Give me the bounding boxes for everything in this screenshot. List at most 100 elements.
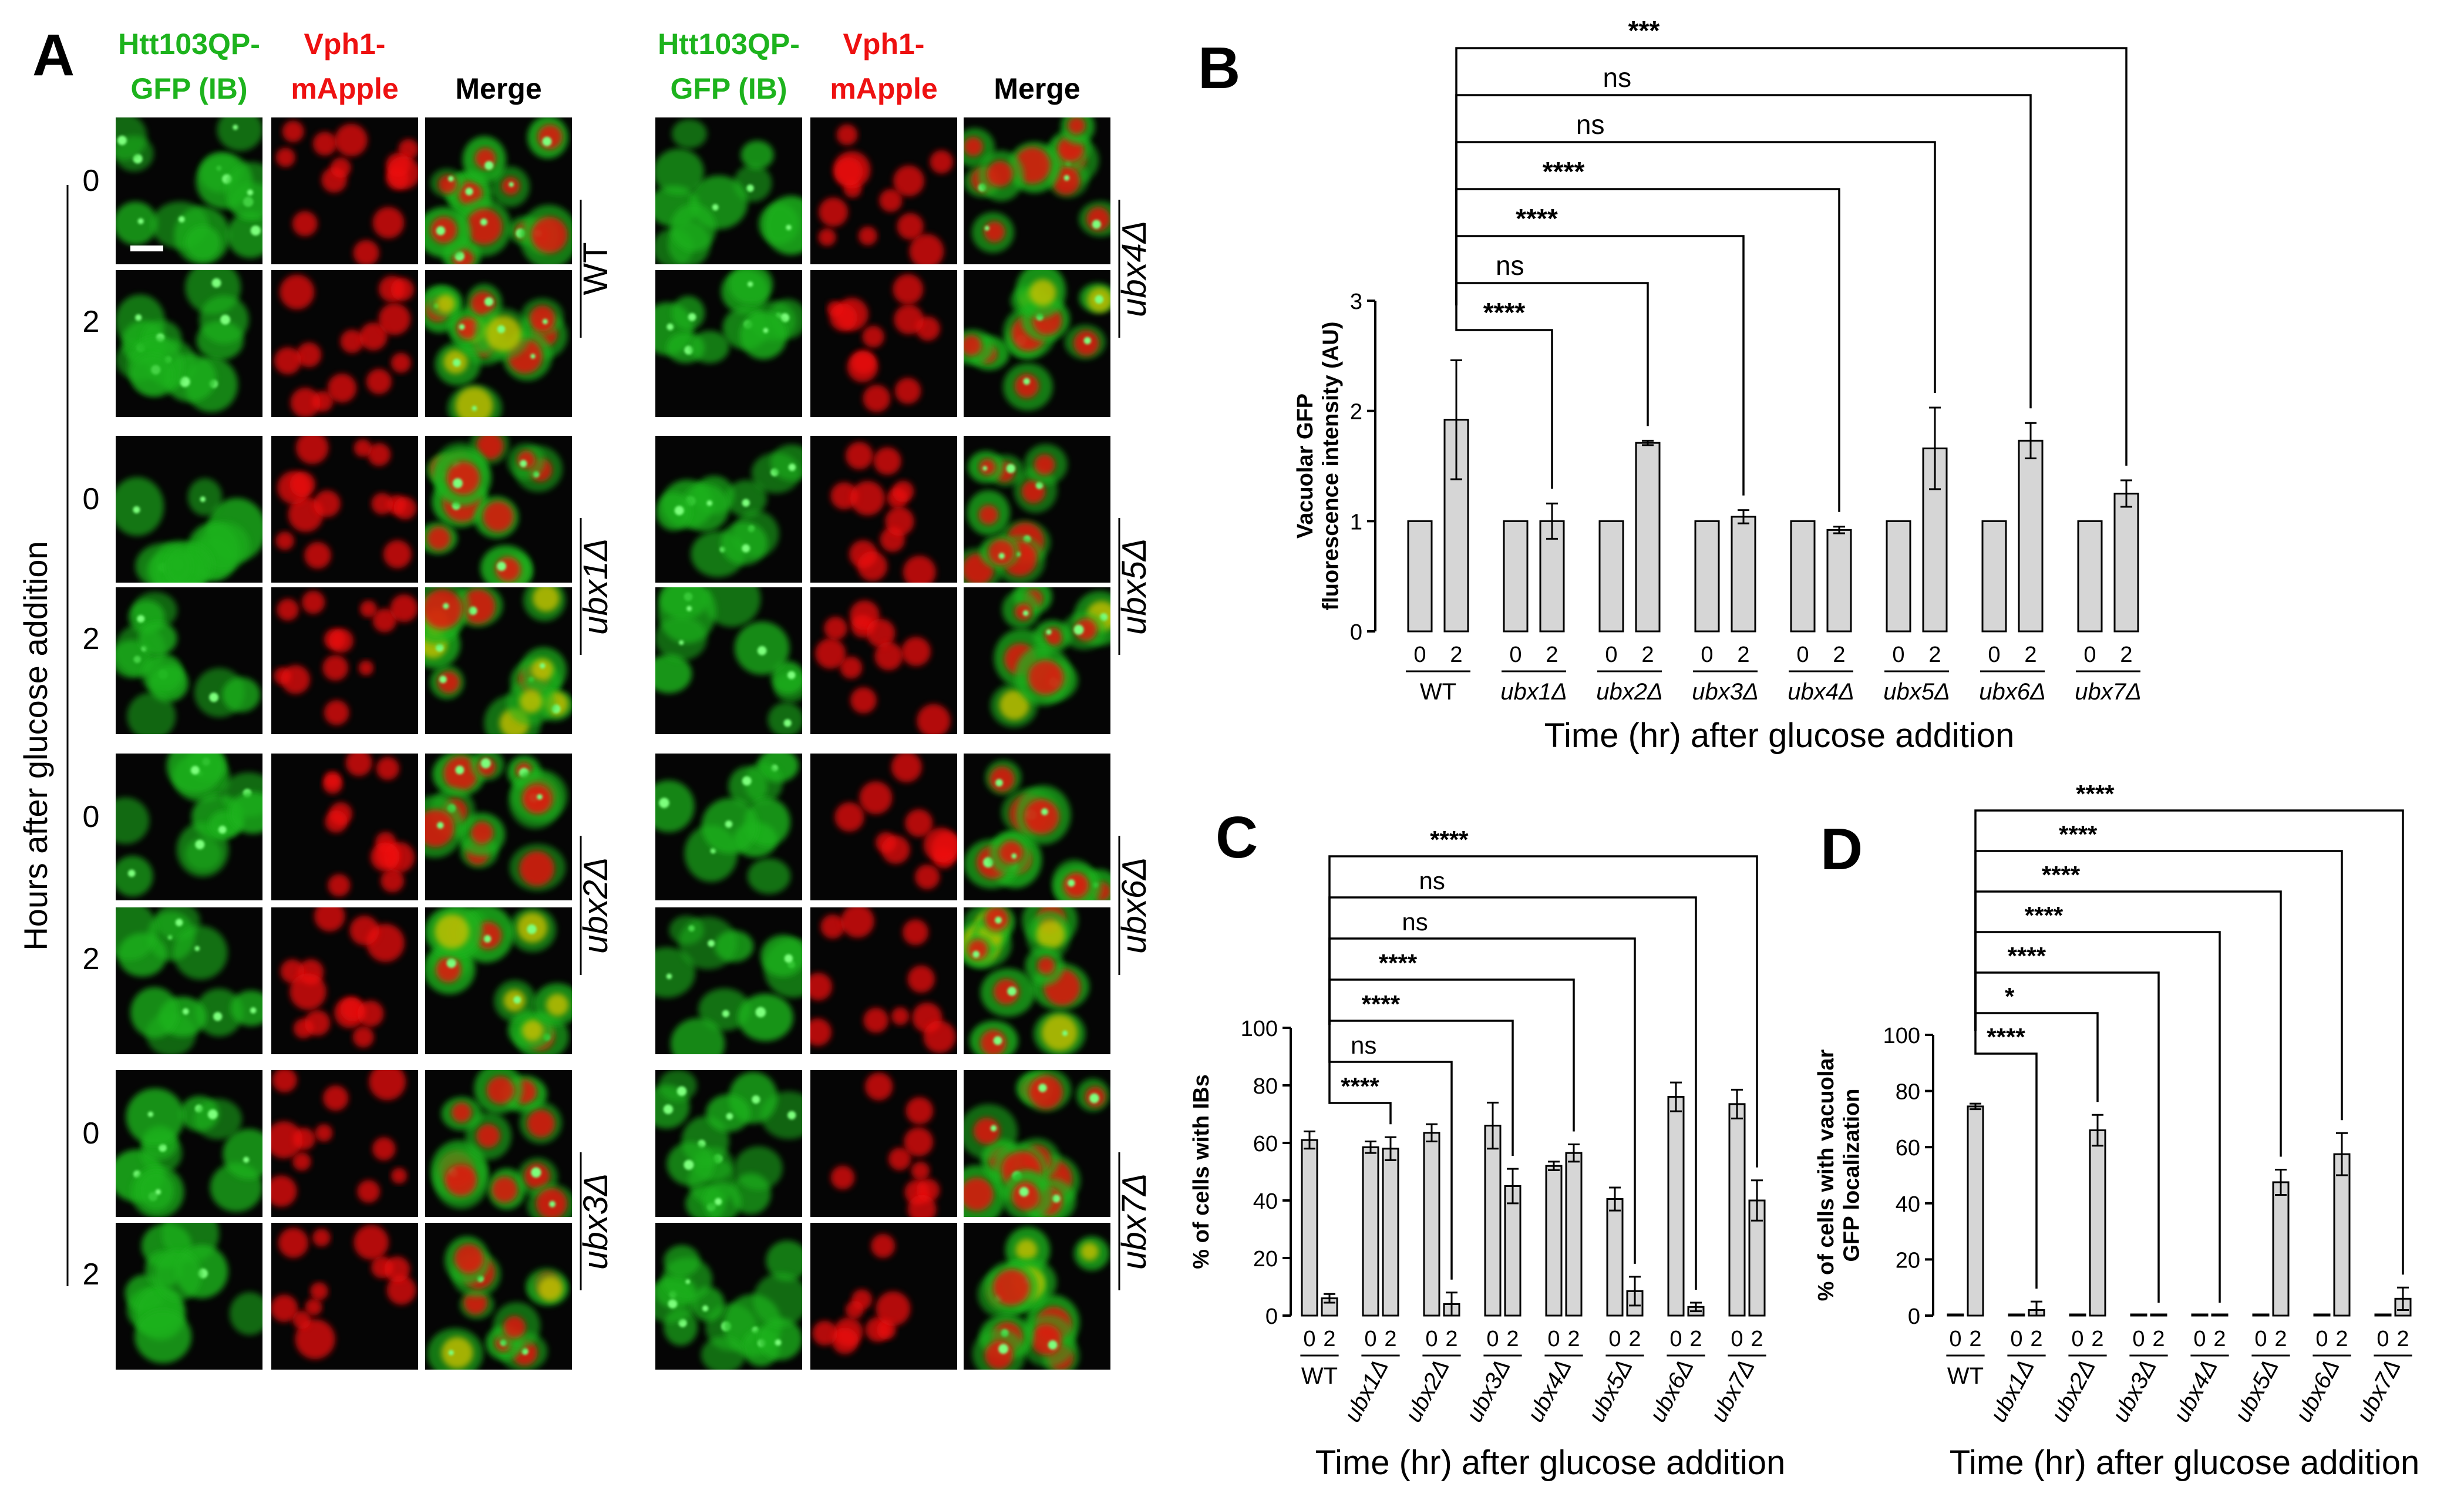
tile-content — [116, 591, 261, 734]
panel-letter-a: A — [32, 22, 75, 88]
cell-gfp — [116, 856, 153, 897]
bar — [1382, 1148, 1399, 1317]
micrograph-tile — [655, 1070, 802, 1217]
significance-label: *** — [1628, 15, 1660, 46]
vacuole-mapple — [331, 157, 351, 178]
vacuole-mapple — [537, 125, 563, 149]
micrograph-tile — [964, 754, 1110, 900]
vacuole-mapple — [911, 1161, 930, 1181]
vacuole-mapple — [857, 551, 888, 581]
inclusion-body — [755, 1007, 766, 1018]
cell-gfp — [223, 1128, 262, 1179]
vacuole-mapple — [445, 1164, 477, 1196]
bar — [1423, 1132, 1440, 1317]
cell-gfp — [763, 196, 802, 255]
vacuole-mapple — [840, 656, 863, 679]
panel-letter-d: D — [1820, 816, 1863, 882]
cell-gfp — [758, 1318, 802, 1360]
vacuole-mapple — [435, 914, 469, 949]
vacuole-mapple — [903, 919, 929, 946]
tile-content — [827, 274, 940, 412]
vacuole-mapple — [904, 1127, 934, 1157]
inclusion-body — [484, 161, 494, 170]
inclusion-body — [497, 561, 507, 571]
bar — [2018, 439, 2044, 633]
vacuole-mapple — [312, 132, 337, 156]
significance-bracket — [1455, 47, 2128, 466]
inclusion-body — [527, 924, 537, 934]
inclusion-body — [190, 765, 200, 775]
cell-gfp — [728, 766, 768, 807]
tile-content — [425, 284, 568, 417]
inclusion-body — [207, 1109, 218, 1119]
inclusion-body — [480, 758, 491, 769]
group-label: ubx6Δ — [1979, 679, 2046, 705]
cell-gfp — [680, 483, 729, 532]
inclusion-body — [679, 640, 684, 645]
inclusion-body — [710, 847, 716, 854]
vacuole-mapple — [830, 1165, 855, 1190]
vacuole-mapple — [359, 322, 388, 351]
y-tick-label: 20 — [1253, 1247, 1278, 1272]
inclusion-body — [435, 643, 444, 652]
vacuole-mapple — [370, 842, 400, 872]
vacuole-mapple — [372, 608, 397, 633]
inclusion-body — [726, 1112, 733, 1120]
group-label: ubx7Δ — [2352, 1356, 2406, 1427]
inclusion-body — [135, 314, 142, 321]
inclusion-body — [706, 500, 713, 506]
bar — [2113, 492, 2139, 633]
vacuole-mapple — [923, 828, 957, 862]
vacuole-mapple — [832, 1327, 859, 1354]
vacuole-mapple — [310, 1282, 328, 1300]
vacuole-mapple — [1015, 1239, 1038, 1261]
cell-gfp — [702, 1182, 742, 1217]
x-tick-label: 0 — [1669, 1327, 1682, 1351]
x-tick-label: 2 — [1546, 643, 1558, 667]
x-tick-label: 0 — [1547, 1327, 1560, 1351]
tile-content — [655, 587, 802, 734]
tile-content — [425, 587, 572, 734]
vacuole-mapple — [314, 907, 345, 931]
cell-gfp — [738, 993, 793, 1041]
vacuole-mapple — [893, 274, 924, 305]
cell-gfp — [734, 1146, 783, 1190]
x-tick-label: 0 — [1608, 1327, 1621, 1351]
cell-gfp — [230, 990, 262, 1027]
vacuole-mapple — [897, 213, 924, 240]
cell-gfp — [176, 822, 229, 877]
strain-label: ubx3Δ — [577, 1173, 615, 1270]
micrograph-tile — [964, 1070, 1110, 1217]
inclusion-body — [1007, 986, 1017, 996]
micrograph-tile — [655, 754, 802, 900]
vacuole-mapple — [964, 1178, 994, 1211]
vacuole-mapple — [865, 1072, 893, 1101]
vacuole-mapple — [460, 589, 496, 624]
inclusion-body — [180, 376, 190, 388]
vacuole-mapple — [863, 385, 891, 412]
inclusion-body — [742, 544, 750, 553]
bar — [1301, 1139, 1318, 1317]
cell-gfp — [706, 1094, 750, 1132]
tile-content — [430, 1070, 572, 1217]
tile-content — [124, 1223, 262, 1364]
vacuole-mapple — [292, 211, 318, 237]
vacuole-mapple — [820, 914, 845, 939]
vacuole-mapple — [290, 973, 326, 1010]
x-tick-label: 0 — [1701, 643, 1713, 667]
vacuole-mapple — [280, 274, 315, 310]
vacuole-mapple — [1014, 374, 1039, 398]
vacuole-mapple — [324, 700, 349, 725]
inclusion-body — [787, 671, 796, 680]
x-tick-label: 0 — [2254, 1327, 2267, 1351]
inclusion-body — [995, 779, 1003, 787]
tile-content — [425, 754, 568, 892]
vacuole-mapple — [466, 208, 503, 245]
vacuole-mapple — [863, 1007, 889, 1033]
vacuole-mapple — [470, 821, 494, 845]
significance-label: ns — [1419, 867, 1445, 894]
bar — [1886, 520, 1911, 633]
column-header: mApple — [830, 72, 937, 105]
inclusion-body — [722, 1010, 730, 1018]
cell-gfp — [655, 654, 692, 694]
